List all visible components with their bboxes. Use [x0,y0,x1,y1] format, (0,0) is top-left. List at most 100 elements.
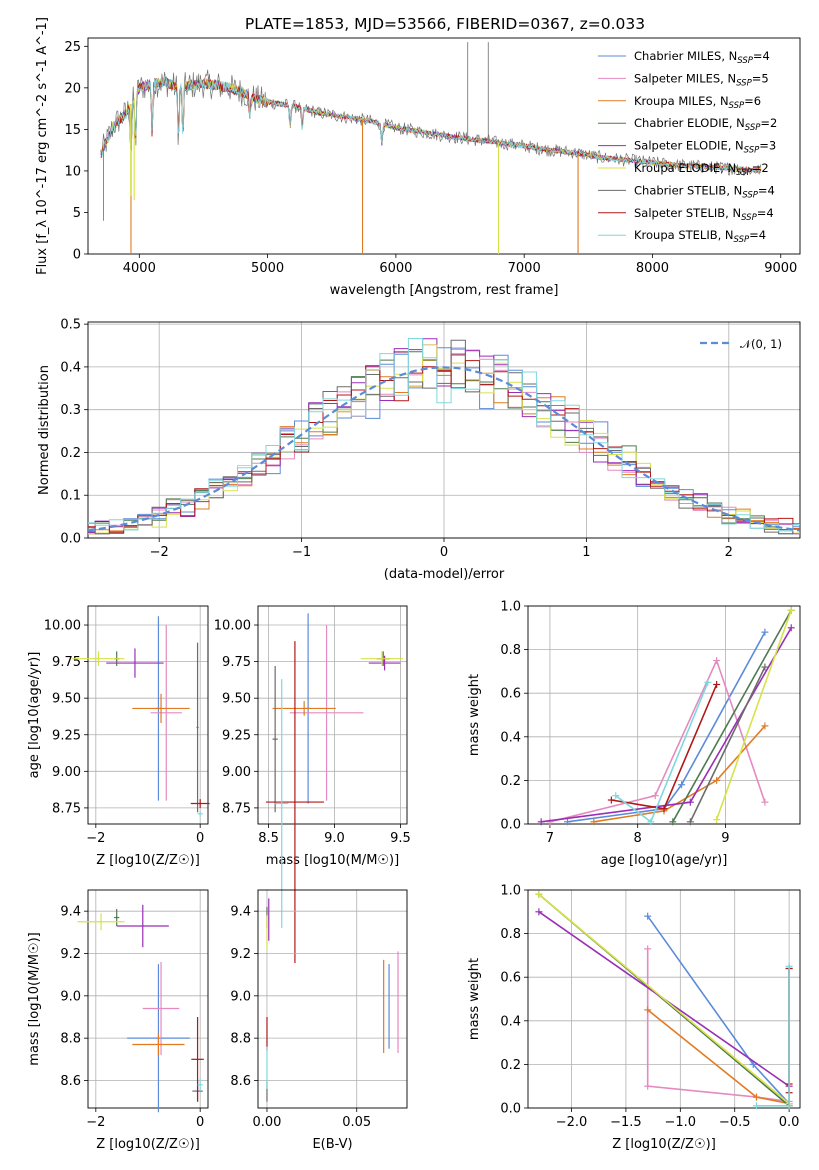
residuals-ytick-label: 0.1 [60,489,81,504]
histogram-chabrier-elodie [88,351,800,534]
massweight_vs_Z-ytick-label: 0.2 [500,1058,521,1073]
massweight_vs_Z-frame [527,889,801,1109]
mass_vs_ebv-frame [257,889,408,1109]
age_vs_Z-ytick-label: 9.75 [52,655,81,670]
spectrum-frame [87,37,801,255]
mass_vs_Z-frame [87,889,209,1109]
massweight_vs_Z-xtick-label: −0.5 [719,1115,751,1130]
age_vs_mass-ytick-label: 8.75 [222,801,251,816]
mass_vs_ebv-xtick-label: 0.05 [342,1115,371,1130]
age_vs_mass-ytick-label: 9.50 [222,692,251,707]
age_vs_mass-axes: 8.5 9.0 9.5 8.75 9.00 9.25 9.50 9.75 10.00 mass [… [214,605,411,868]
mass_vs_ebv-xtick-label: 0.00 [252,1115,281,1130]
mass_vs_Z-ylabel: mass [log10(M/M☉)] [27,932,42,1065]
spectrum-series-kroupa-stelib [100,76,762,174]
histogram-salpeter-elodie [88,338,800,535]
series-chabrier-elodie [672,610,792,823]
spectrum-ytick-label: 20 [64,81,81,96]
mass_vs_ebv-points [266,898,399,1102]
residuals-ytick-label: 0.3 [60,403,81,418]
series-salpeter-miles [646,948,790,1103]
massweight_vs_age-ytick-label: 0.8 [500,643,521,658]
age_vs_mass-ytick-label: 10.00 [214,619,251,634]
age_vs_mass-frame [257,605,408,825]
mass_vs_Z-points [77,904,204,1113]
figure-title: PLATE=1853, MJD=53566, FIBERID=0367, z=0… [245,15,645,33]
series-kroupa-elodie [538,893,790,1105]
massweight_vs_age-xtick-label: 9 [721,831,729,846]
spectrum-xtick-label: 7000 [508,261,541,276]
residuals-xtick-label: −1 [292,545,311,560]
spectrum-ylabel: Flux [f_λ 10^-17 erg cm^-2 s^-1 A^-1] [35,17,50,275]
age_vs_Z-ytick-label: 10.00 [44,619,81,634]
mass_vs_Z-ytick-label: 9.4 [60,905,81,920]
age_vs_Z-axes: −2 0 8.75 9.00 9.25 9.50 9.75 10.00 Z [log10(Z/Z… [27,605,209,868]
residuals-axes: −2 −1 0 1 2 0.0 0.1 0.2 0.3 0.4 0.5 (data-model)/er… [37,318,801,582]
spectrum-lines [100,42,762,254]
age_vs_mass-xlabel: mass [log10(M/M☉)] [266,853,399,868]
massweight_vs_Z-ytick-label: 0.4 [500,1014,521,1029]
series-salpeter-elodie [541,627,792,823]
spectrum-ytick-label: 0 [73,248,81,263]
spectrum-ytick-label: 10 [64,164,81,179]
residuals-ytick-label: 0.4 [60,360,81,375]
mass_vs_Z-ytick-label: 8.6 [60,1074,81,1089]
legend-label: Salpeter MILES, NSSP=5 [634,71,769,88]
spectrum-xtick-label: 4000 [123,261,156,276]
massweight_vs_Z-series [535,890,793,1110]
legend-label: Chabrier ELODIE, NSSP=2 [634,116,777,133]
series-kroupa-stelib [615,681,709,824]
age_vs_Z-frame [87,605,209,825]
spectrum-xtick-label: 5000 [251,261,284,276]
mass_vs_ebv-ytick-label: 9.2 [230,947,251,962]
series-kroupa-miles [647,1009,790,1105]
massweight_vs_age-axes: 7 8 9 0.0 0.2 0.4 0.6 0.8 1.0 age [log10(age/yr)]… [467,600,801,868]
residuals-xtick-label: 2 [725,545,733,560]
mass_vs_Z-xtick-label: 0 [196,1115,204,1130]
massweight_vs_age-xtick-label: 7 [546,831,554,846]
age_vs_Z-xlabel: Z [log10(Z/Z☉)] [96,853,200,868]
massweight_vs_Z-xlabel: Z [log10(Z/Z☉)] [612,1137,716,1152]
massweight_vs_Z-ytick-label: 0.8 [500,927,521,942]
massweight_vs_Z-ytick-label: 0.6 [500,971,521,986]
mass_vs_ebv-ytick-label: 8.8 [230,1032,251,1047]
massweight_vs_Z-ylabel: mass weight [467,958,482,1040]
legend-label: Chabrier MILES, NSSP=4 [634,49,770,66]
series-chabrier-stelib [689,666,766,823]
massweight_vs_Z-xtick-label: 0.0 [779,1115,800,1130]
age_vs_mass-ytick-label: 9.00 [222,765,251,780]
massweight_vs_age-ytick-label: 0.6 [500,687,521,702]
massweight_vs_age-ytick-label: 0.4 [500,730,521,745]
residuals-frame [87,321,801,539]
mass_vs_Z-xlabel: Z [log10(Z/Z☉)] [96,1137,200,1152]
series-chabrier-miles [567,631,766,823]
normal-curve [88,366,800,532]
spectrum-ytick-label: 25 [64,40,81,55]
mass_vs_Z-xtick-label: −2 [86,1115,105,1130]
massweight_vs_Z-xtick-label: −2.0 [556,1115,588,1130]
residuals-xtick-label: 1 [582,545,590,560]
series-salpeter-miles [549,658,766,823]
legend-label: Salpeter STELIB, NSSP=4 [634,206,774,223]
legend-label: Kroupa STELIB, NSSP=4 [634,228,766,245]
series-chabrier-miles [647,915,790,1105]
age_vs_Z-points [72,616,210,817]
residuals-xlabel: (data-model)/error [384,567,505,582]
massweight_vs_Z-xtick-label: −1.5 [610,1115,642,1130]
spectrum-xtick-label: 8000 [636,261,669,276]
mass_vs_Z-ytick-label: 8.8 [60,1032,81,1047]
mass_vs_ebv-ytick-label: 8.6 [230,1074,251,1089]
residuals-ytick-label: 0.5 [60,318,81,333]
age_vs_Z-xtick-label: −2 [86,831,105,846]
age_vs_mass-xtick-label: 8.5 [258,831,279,846]
massweight_vs_age-ytick-label: 0.0 [500,818,521,833]
residuals-ytick-label: 0.0 [60,532,81,547]
histogram-salpeter-stelib [88,360,800,533]
legend-label: Chabrier STELIB, NSSP=4 [634,183,775,200]
legend-label: Kroupa MILES, NSSP=6 [634,94,761,111]
mass_vs_Z-ytick-label: 9.0 [60,989,81,1004]
age_vs_Z-ytick-label: 9.00 [52,765,81,780]
massweight_vs_age-frame [527,605,801,825]
residuals-ylabel: Normed distribution [37,365,52,495]
